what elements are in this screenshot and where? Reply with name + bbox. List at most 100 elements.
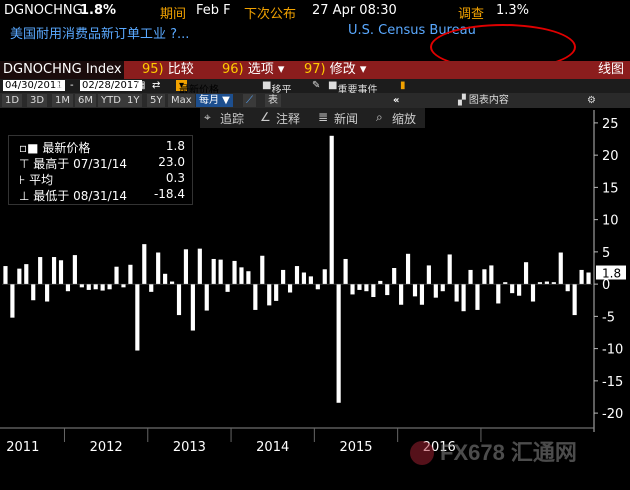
y-tick-label: 10 [602, 214, 619, 229]
y-tick-label: -20 [602, 407, 623, 422]
news-icon[interactable]: ≣ [318, 110, 329, 124]
edit-menu[interactable]: 97) 修改 ▾ [304, 61, 366, 79]
bar-79 [551, 282, 556, 285]
bar-54 [378, 280, 383, 285]
compare-menu[interactable]: 95) 比较 [142, 61, 194, 79]
bar-47 [329, 135, 334, 285]
start-date-input[interactable]: 04/30/2011 [3, 80, 65, 91]
period-1d[interactable]: 1D [2, 94, 23, 107]
calendar-icon[interactable]: ▦ [136, 80, 146, 91]
collapse-icon[interactable]: « [390, 94, 403, 107]
ticker-field[interactable]: DGNOCHNG Index [0, 61, 124, 79]
options-num: 96) [222, 62, 244, 77]
bar-35 [246, 271, 251, 285]
period-6m[interactable]: 6M [75, 94, 96, 107]
options-menu[interactable]: 96) 选项 ▾ [222, 61, 284, 79]
bar-65 [454, 284, 459, 302]
legend-latest: ▫■ 最新价格 1.8 [19, 139, 189, 155]
track-button[interactable]: 追踪 [220, 112, 245, 126]
bar-7 [51, 257, 57, 285]
bar-49 [343, 258, 348, 285]
bar-76 [530, 284, 536, 302]
bar-51 [357, 284, 362, 290]
bar-52 [364, 284, 369, 292]
y-tick-label: 5 [602, 246, 610, 261]
bar-38 [267, 284, 272, 306]
annotate-button[interactable]: 注释 [276, 112, 301, 126]
zoom-button[interactable]: 缩放 [392, 112, 417, 126]
period-bar: 1D 3D 1M 6M YTD 1Y 5Y Max 每月 ▼ ⟋ 表 « ▞ 图… [0, 93, 630, 108]
crosshair-icon[interactable]: ⌖ [204, 110, 211, 124]
bar-45 [315, 284, 320, 290]
period-3d[interactable]: 3D [27, 94, 48, 107]
bar-12 [86, 284, 91, 290]
bar-82 [572, 284, 577, 316]
bar-77 [537, 282, 543, 285]
watermark-logo [410, 441, 434, 465]
bar-55 [385, 284, 390, 296]
y-tick-label: -5 [602, 310, 615, 325]
pencil-icon[interactable]: ✎ [312, 80, 321, 91]
legend-latest-label: 最新价格 [42, 141, 91, 155]
end-date-input[interactable]: 02/28/2017 [80, 80, 142, 91]
series-description[interactable]: 美国耐用消费品新订单工业 ?... [10, 27, 190, 42]
chart-type-label[interactable]: 线图 [597, 62, 624, 77]
swap-icon[interactable]: ⇄ [152, 80, 161, 91]
gear-icon[interactable]: ⚙ [584, 94, 599, 107]
high-marker-icon: ⊤ [19, 157, 30, 171]
next-release-value: 27 Apr 08:30 [312, 3, 397, 18]
bar-8 [58, 260, 64, 285]
events-checkbox[interactable]: ■ 重要事件 [328, 80, 378, 96]
bar-29 [204, 284, 209, 311]
latest-price-dropdown[interactable]: 最新价格 ▾ [176, 80, 219, 96]
ticker-symbol: DGNOCHNG [4, 3, 83, 18]
bar-42 [294, 266, 300, 285]
chart-content-label: 图表内容 [468, 95, 509, 106]
period-max[interactable]: Max [168, 94, 195, 107]
survey-value: 1.3% [496, 3, 530, 18]
period-1m[interactable]: 1M [52, 94, 73, 107]
period-ytd[interactable]: YTD [98, 94, 124, 107]
header-bar: DGNOCHNG 1.8% 期间 Feb F 下次公布 27 Apr 08:30… [0, 0, 630, 22]
zoom-icon[interactable]: ⌕ [376, 110, 383, 124]
low-marker-icon: ⊥ [19, 189, 30, 203]
calendar-icon[interactable]: ▦ [56, 80, 66, 91]
bar-16 [114, 266, 119, 285]
bar-73 [510, 284, 515, 294]
chart-content-button[interactable]: ▞ 图表内容 [455, 94, 512, 107]
legend-high-value: 23.0 [158, 155, 185, 169]
period-1y[interactable]: 1Y [124, 94, 143, 107]
bar-44 [308, 276, 313, 285]
year-label: 2013 [173, 440, 206, 455]
y-tick-label: 25 [602, 117, 619, 132]
compare-label: 比较 [167, 62, 194, 77]
legend-marker-icon: ▫■ [19, 141, 39, 155]
bar-58 [405, 253, 411, 285]
bar-83 [579, 269, 584, 285]
legend-high-label: 最高于 07/31/14 [33, 157, 127, 171]
date-separator: - [70, 80, 74, 91]
bar-63 [440, 284, 445, 292]
bar-78 [544, 281, 549, 285]
last-value: 1.8% [80, 3, 117, 18]
bar-19 [135, 284, 140, 351]
compare-num: 95) [142, 62, 164, 77]
table-button[interactable]: 表 [265, 94, 281, 107]
bar-21 [149, 284, 154, 292]
bar-15 [107, 284, 112, 290]
bar-69 [482, 269, 487, 285]
bar-27 [190, 284, 195, 331]
bar-39 [274, 284, 279, 301]
bar-9 [65, 284, 71, 292]
menu-bar: DGNOCHNG Index 95) 比较 96) 选项 ▾ 97) 修改 ▾ … [0, 61, 630, 79]
line-chart-icon[interactable]: ⟋ [243, 94, 256, 107]
news-button[interactable]: 新闻 [334, 112, 359, 126]
pan-checkbox[interactable]: ■ 移平 [262, 80, 292, 96]
bar-2 [17, 268, 22, 285]
info-icon[interactable]: ▮ [400, 80, 406, 91]
period-5y[interactable]: 5Y [147, 94, 166, 107]
annotate-icon[interactable]: ∠ [260, 110, 271, 124]
bar-67 [468, 269, 473, 285]
frequency-dropdown[interactable]: 每月 ▼ [196, 94, 233, 107]
legend-avg-value: 0.3 [165, 171, 185, 185]
